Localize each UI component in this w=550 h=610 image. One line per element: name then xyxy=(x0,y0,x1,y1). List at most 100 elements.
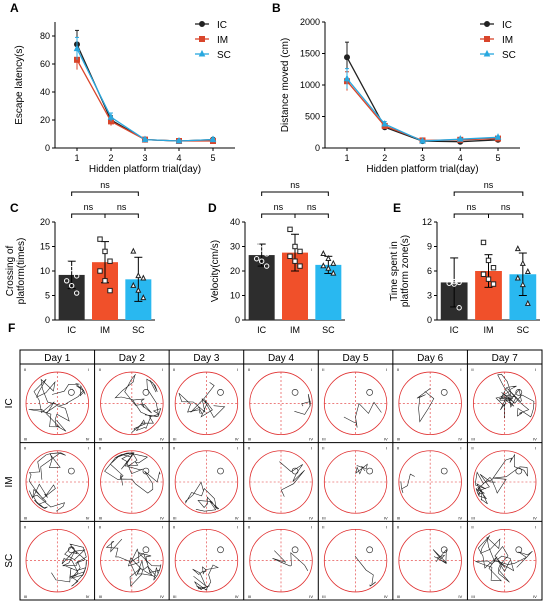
quadrant-label: II xyxy=(471,367,473,372)
quadrant-label: IV xyxy=(533,437,537,442)
quadrant-label: II xyxy=(248,524,250,529)
series-line xyxy=(76,59,213,142)
quadrant-label: I xyxy=(88,446,89,451)
sig-label: ns xyxy=(501,202,511,212)
swim-path xyxy=(104,452,161,494)
swim-path xyxy=(294,394,311,415)
sig-label: ns xyxy=(484,180,494,190)
quadrant-label: IV xyxy=(160,437,164,442)
data-point xyxy=(141,135,149,143)
quadrant-label: III xyxy=(471,437,474,442)
quadrant-label: III xyxy=(248,594,251,599)
x-tick-label: SC xyxy=(322,325,335,335)
platform-marker xyxy=(440,467,448,475)
data-point xyxy=(343,74,351,82)
quadrant-label: III xyxy=(397,594,400,599)
quadrant-label: IV xyxy=(533,594,537,599)
sig-label: ns xyxy=(467,202,477,212)
data-point xyxy=(209,135,217,143)
quadrant-label: III xyxy=(24,515,27,520)
data-point xyxy=(381,119,389,127)
legend-label: IM xyxy=(217,35,228,46)
quadrant-label: I xyxy=(460,446,461,451)
panel-d: D 0 10 20 30 40 Velocity(cm/s) IC IM SC ns ns ns xyxy=(208,180,345,335)
x-tick-label: 2 xyxy=(382,153,387,163)
quadrant-label: II xyxy=(173,524,175,529)
x-tick-label: 1 xyxy=(344,153,349,163)
swim-path xyxy=(400,473,415,494)
scatter-point xyxy=(102,278,108,284)
scatter-point xyxy=(480,239,487,246)
quadrant-label: II xyxy=(322,524,324,529)
bar-sc xyxy=(315,264,342,320)
scatter-point xyxy=(320,262,327,269)
scatter-point xyxy=(68,283,75,289)
y-tick-label: 40 xyxy=(230,217,240,227)
series-im: IM xyxy=(344,35,513,144)
scatter-point xyxy=(253,256,260,262)
quadrant-label: I xyxy=(237,446,238,451)
scatter-point xyxy=(446,280,452,286)
sig-bracket xyxy=(453,191,524,196)
swim-path xyxy=(343,401,382,428)
scatter-point xyxy=(297,248,303,255)
y-axis-label: Escape latency(s) xyxy=(14,45,25,124)
swim-path xyxy=(51,543,87,587)
series-line xyxy=(346,56,499,143)
scatter-point xyxy=(135,272,142,279)
quadrant-label: III xyxy=(173,594,176,599)
quadrant-label: IV xyxy=(309,515,313,520)
x-tick-label: 3 xyxy=(142,153,147,163)
legend-marker xyxy=(483,49,491,57)
scatter-point xyxy=(73,290,80,296)
data-point xyxy=(494,133,502,140)
swim-path xyxy=(272,550,309,571)
scatter-point xyxy=(107,258,113,264)
y-tick-label: 80 xyxy=(40,31,50,41)
data-point xyxy=(419,136,426,144)
sig-bracket xyxy=(261,213,296,218)
quadrant-label: III xyxy=(471,594,474,599)
scatter-point xyxy=(68,265,75,272)
quadrant-label: IV xyxy=(384,594,388,599)
sig-label: ns xyxy=(274,202,284,212)
scatter-point xyxy=(97,268,103,274)
platform-marker xyxy=(440,546,448,554)
scatter-point xyxy=(63,278,70,284)
day-header: Day 1 xyxy=(44,353,71,364)
quadrant-label: I xyxy=(386,524,387,529)
y-tick-label: 15 xyxy=(40,242,50,252)
quadrant-label: I xyxy=(162,367,163,372)
quadrant-label: III xyxy=(397,437,400,442)
x-tick-label: IM xyxy=(290,325,300,335)
swim-path xyxy=(279,461,305,497)
sig-label: ns xyxy=(307,202,317,212)
x-tick-label: 2 xyxy=(108,153,113,163)
quadrant-label: I xyxy=(460,367,461,372)
quadrant-label: II xyxy=(322,446,324,451)
swim-path xyxy=(105,538,162,587)
y-tick-label: 60 xyxy=(40,59,50,69)
y-axis-label: Time spent inplatform zone(s) xyxy=(389,235,411,307)
series-line xyxy=(76,48,214,142)
y-axis-label-line1: Crossing of xyxy=(5,245,16,296)
x-tick-label: 5 xyxy=(210,153,215,163)
x-tick-label: SC xyxy=(132,325,145,335)
quadrant-label: I xyxy=(535,446,536,451)
y-tick-label: 40 xyxy=(40,87,50,97)
scatter-point xyxy=(263,251,270,257)
quadrant-label: II xyxy=(173,446,175,451)
data-point xyxy=(175,136,183,144)
group-label: IC xyxy=(4,398,15,408)
quadrant-label: III xyxy=(99,515,102,520)
platform-marker xyxy=(217,546,224,554)
y-tick-label: 20 xyxy=(40,115,50,125)
quadrant-label: IV xyxy=(309,437,313,442)
